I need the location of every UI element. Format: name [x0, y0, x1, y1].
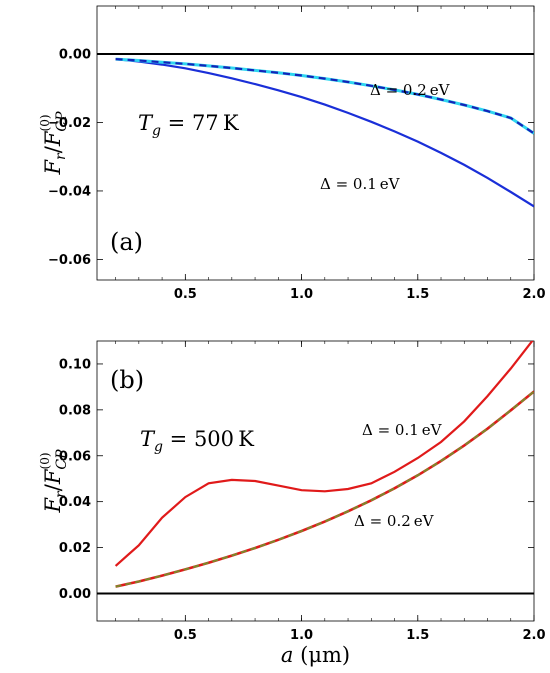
y-tick-label: −0.06: [48, 253, 91, 268]
series-label: Δ = 0.1 eV: [320, 175, 401, 193]
plot-frame: [96, 5, 535, 281]
series-label: Δ = 0.2 eV: [354, 512, 435, 530]
plot-frame: [96, 340, 535, 622]
series-line-delta-0.1: [115, 58, 534, 208]
temperature-label: Tg = 77 K: [138, 111, 239, 139]
y-axis-label: Fr/FCP(0): [38, 449, 70, 514]
y-tick-label: −0.02: [48, 116, 91, 131]
x-tick-label: 2.0: [522, 287, 545, 302]
y-tick-label: 0.08: [59, 403, 91, 418]
x-tick-label: 1.5: [406, 628, 429, 643]
series-line-dashed-overlay: [115, 58, 534, 135]
y-tick-label: 0.04: [59, 495, 91, 510]
series-group: [114, 341, 534, 588]
x-axis-label: a (μm): [281, 643, 350, 667]
temperature-label: Tg = 500 K: [140, 427, 254, 455]
panel-a: 0.5 1.0 1.5 2.0 0.00 −0.02 −0.04 −0.06 (a) Tg = 7…: [38, 5, 546, 302]
y-tick-label: 0.02: [59, 541, 91, 556]
x-tick-label: 1.0: [290, 628, 313, 643]
panel-label: (a): [110, 228, 143, 256]
x-tick-label: 1.0: [290, 287, 313, 302]
panel-label: (b): [110, 366, 144, 394]
panel-b: 0.5 1.0 1.5 2.0 0.10 0.08 0.06 0.04 0.02 0.00 (b) T…: [38, 340, 546, 667]
y-tick-label: 0.00: [59, 587, 91, 602]
series-label: Δ = 0.2 eV: [370, 81, 451, 99]
x-tick-label: 0.5: [174, 287, 197, 302]
x-tick-label: 1.5: [406, 287, 429, 302]
y-tick-label: 0.00: [59, 47, 91, 62]
series-group: [115, 57, 534, 208]
series-line-delta-0.1: [114, 341, 534, 567]
series-line-dashed-overlay: [115, 390, 534, 588]
y-axis-label: Fr/FCP(0): [38, 111, 70, 176]
y-tick-label: 0.06: [59, 449, 91, 464]
y-tick-label: 0.10: [59, 357, 91, 372]
series-label: Δ = 0.1 eV: [362, 421, 443, 439]
y-tick-label: −0.04: [48, 184, 91, 199]
x-tick-label: 2.0: [522, 628, 545, 643]
x-tick-label: 0.5: [174, 628, 197, 643]
series-line-delta-0.2: [115, 390, 534, 588]
